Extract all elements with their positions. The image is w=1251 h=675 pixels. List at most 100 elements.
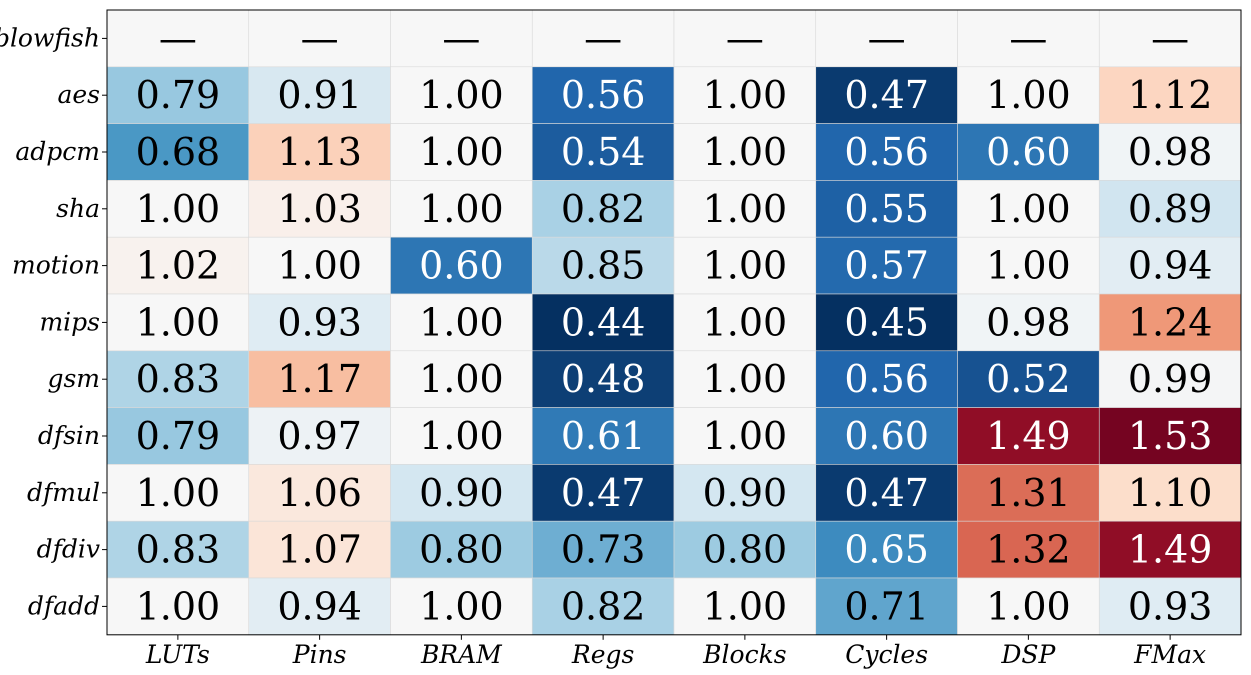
cell-value-label: 1.49 [986, 414, 1071, 458]
heatmap-cell [673, 350, 817, 408]
heatmap-cell [957, 66, 1100, 124]
heatmap-cell [531, 464, 675, 522]
heatmap-cell [1098, 9, 1242, 68]
cell-value-label: 0.55 [844, 187, 929, 231]
cell-value-label: 0.98 [986, 300, 1071, 344]
cell-value-label: — [442, 16, 480, 60]
cell-value-label: 1.00 [136, 300, 221, 344]
row-label: motion [12, 251, 100, 280]
heatmap-cell [531, 180, 675, 238]
cell-value-label: 1.10 [1128, 471, 1213, 515]
cell-value-label: 1.02 [136, 244, 221, 288]
heatmap-cell [673, 236, 817, 295]
cell-value-label: 0.97 [277, 414, 362, 458]
heatmap-cell [1098, 236, 1242, 295]
row-label: sha [56, 194, 100, 223]
cell-value-label: 0.44 [561, 300, 646, 344]
row-label: blowfish [0, 23, 100, 52]
row-labels: blowfish aes adpcm sha motion mips gsm dfsin dfm… [0, 23, 107, 620]
cell-value-label: 0.82 [561, 187, 646, 231]
cell-value-label: 0.56 [844, 357, 929, 401]
heatmap-cell [106, 350, 250, 408]
cell-value-label: 1.00 [703, 73, 788, 117]
heatmap-cell [248, 520, 391, 579]
heatmap-cell [673, 577, 817, 636]
cell-value-label: 1.00 [986, 244, 1071, 288]
cell-value-label: 1.00 [419, 357, 504, 401]
cell-value-label: 0.91 [277, 73, 362, 117]
heatmap-cell [248, 66, 391, 124]
heatmap-cell [673, 464, 817, 522]
cell-value-label: 1.32 [986, 528, 1071, 572]
cell-value-label: 0.61 [561, 414, 646, 458]
heatmap-cell [248, 123, 391, 181]
cell-value-label: 0.60 [986, 130, 1071, 174]
column-label: Cycles [845, 640, 928, 669]
heatmap-cell [673, 66, 817, 124]
heatmap-cell [531, 123, 675, 181]
heatmap-cell [1098, 350, 1242, 408]
cell-value-label: 0.68 [136, 130, 221, 174]
cell-value-label: 1.00 [136, 584, 221, 628]
heatmap-cell [815, 577, 958, 636]
cell-value-label: 0.99 [1128, 357, 1213, 401]
heatmap-cell [390, 407, 533, 465]
plot-frame [106, 9, 1242, 636]
cell-value-label: 0.85 [561, 244, 646, 288]
heatmap-cell [673, 180, 817, 238]
heatmap-cell [106, 577, 250, 636]
cell-value-label: 1.00 [419, 584, 504, 628]
heatmap-cell [531, 520, 675, 579]
heatmap-cell [815, 236, 958, 295]
heatmap-cell [248, 9, 391, 68]
cell-value-label: 0.56 [844, 130, 929, 174]
heatmap-cell [957, 180, 1100, 238]
cell-value-label: 0.47 [844, 73, 929, 117]
cell-value-label: 1.00 [703, 187, 788, 231]
row-label: dfsin [38, 421, 100, 450]
cell-value-label: 0.71 [844, 584, 929, 628]
cell-value-label: 1.07 [277, 528, 362, 572]
cell-value-label: 1.24 [1128, 300, 1213, 344]
cell-value-label: 1.00 [703, 130, 788, 174]
heatmap-cell [673, 407, 817, 465]
heatmap-cell [957, 236, 1100, 295]
cell-value-label: — [584, 16, 622, 60]
heatmap-cell [1098, 293, 1242, 352]
heatmap-cell [390, 180, 533, 238]
column-label: DSP [1000, 640, 1056, 669]
heatmap-cell [1098, 577, 1242, 636]
cell-value-label: 1.49 [1128, 528, 1213, 572]
cell-value-label: — [301, 16, 339, 60]
cell-value-label: — [159, 16, 197, 60]
heatmap-cell [815, 350, 958, 408]
heatmap-cell [106, 9, 250, 68]
cell-value-label: 1.31 [986, 471, 1071, 515]
cell-value-label: — [726, 16, 764, 60]
heatmap-cells: — — — — — — — — 0.79 0.91 1.00 0.56 1.00 0.47 1.00 1.12… [106, 9, 1242, 636]
cell-value-label: 1.00 [986, 73, 1071, 117]
cell-value-label: 0.93 [1128, 584, 1213, 628]
cell-value-label: 0.52 [986, 357, 1071, 401]
cell-value-label: 1.00 [136, 187, 221, 231]
cell-value-label: 1.00 [419, 73, 504, 117]
heatmap-cell [106, 520, 250, 579]
heatmap-cell [1098, 66, 1242, 124]
cell-value-label: 0.65 [844, 528, 929, 572]
cell-value-label: 1.00 [419, 414, 504, 458]
cell-value-label: 0.54 [561, 130, 646, 174]
cell-value-label: 0.90 [703, 471, 788, 515]
heatmap-cell [248, 464, 391, 522]
cell-value-label: 0.79 [136, 414, 221, 458]
cell-value-label: 0.94 [277, 584, 362, 628]
cell-value-label: 0.98 [1128, 130, 1213, 174]
heatmap-cell [957, 123, 1100, 181]
cell-value-label: 1.12 [1128, 73, 1213, 117]
cell-value-label: 0.47 [561, 471, 646, 515]
column-labels: LUTs Pins BRAM Regs Blocks Cycles DSP FMax [145, 634, 1206, 669]
heatmap-cell [673, 123, 817, 181]
heatmap-cell [673, 9, 817, 68]
cell-value-label: 1.00 [703, 414, 788, 458]
cell-value-label: 1.03 [277, 187, 362, 231]
heatmap-cell [815, 293, 958, 352]
